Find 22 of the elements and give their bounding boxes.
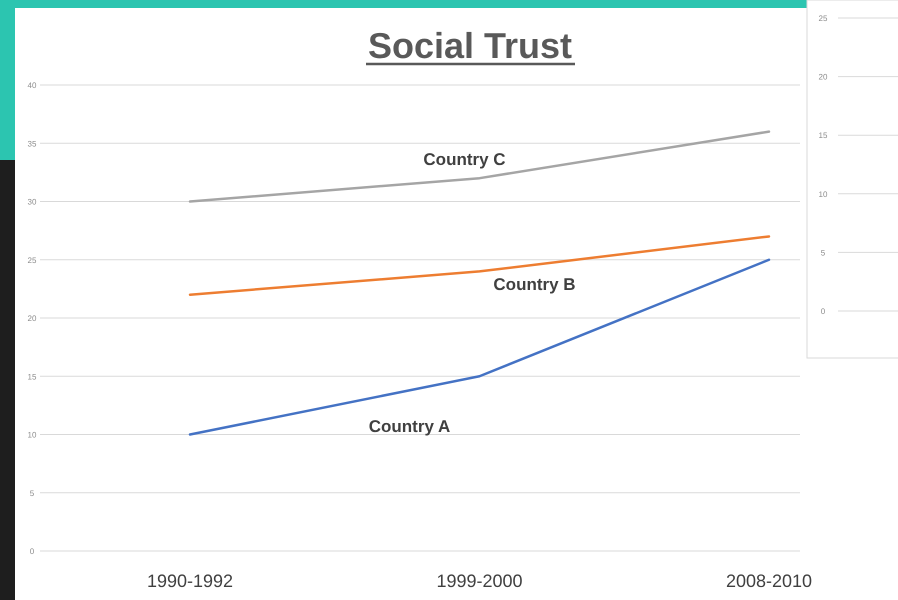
chart-title: Social Trust — [368, 25, 572, 66]
y-tick-label: 5 — [820, 248, 826, 258]
y-tick-label: 5 — [30, 488, 35, 498]
y-tick-label: 10 — [28, 430, 37, 440]
y-tick-label: 10 — [818, 190, 828, 199]
x-tick-label: 1999-2000 — [436, 571, 523, 591]
y-tick-label: 35 — [28, 139, 37, 148]
y-tick-label: 0 — [820, 307, 826, 316]
y-tick-label: 40 — [28, 81, 37, 90]
y-tick-label: 15 — [28, 372, 37, 382]
y-tick-label: 25 — [28, 256, 37, 265]
x-tick-label: 1990-1992 — [146, 571, 234, 591]
series-label: Country A — [368, 417, 450, 436]
series-label: Country B — [493, 275, 576, 294]
series-label: Country C — [423, 150, 506, 169]
y-tick-label: 0 — [30, 547, 35, 556]
x-tick-label: 2008-2010 — [726, 571, 812, 591]
y-tick-label: 20 — [28, 314, 37, 323]
y-tick-label: 15 — [818, 131, 828, 140]
y-tick-label: 25 — [818, 14, 828, 23]
y-tick-label: 30 — [28, 198, 37, 206]
y-tick-label: 20 — [818, 72, 828, 82]
